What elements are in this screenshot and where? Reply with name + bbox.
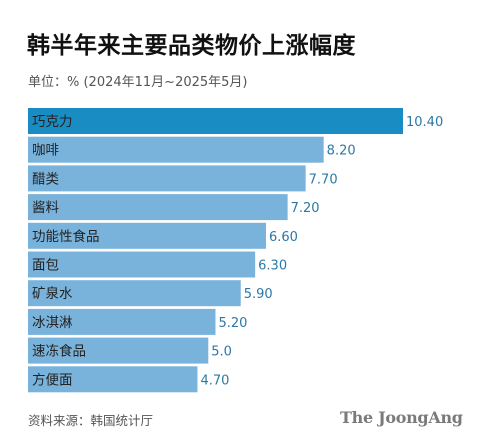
bar-1 xyxy=(28,108,403,134)
chart-title: 韩半年来主要品类物价上涨幅度 xyxy=(27,33,356,59)
category-label: 矿泉水 xyxy=(32,285,73,302)
bar-3 xyxy=(28,165,306,192)
category-label: 功能性食品 xyxy=(32,228,100,245)
category-label: 速冻食品 xyxy=(32,343,86,360)
publisher-logo: The JoongAng xyxy=(340,408,463,427)
bar-4 xyxy=(28,194,288,221)
category-label: 醋类 xyxy=(32,171,59,187)
value-label: 7.20 xyxy=(291,201,320,216)
value-label: 6.30 xyxy=(258,259,287,274)
value-label: 6.60 xyxy=(269,230,298,245)
value-label: 5.20 xyxy=(219,316,248,331)
category-label: 方便面 xyxy=(32,372,73,388)
bar-8 xyxy=(28,308,216,335)
value-label: 5.90 xyxy=(244,287,273,302)
category-label: 咖啡 xyxy=(32,143,59,159)
category-label: 巧克力 xyxy=(32,114,73,130)
bar-9 xyxy=(28,337,209,364)
value-label: 5.0 xyxy=(211,345,232,360)
value-label: 8.20 xyxy=(327,144,356,159)
bar-7 xyxy=(28,280,241,307)
category-label: 酱料 xyxy=(32,200,59,216)
bar-6 xyxy=(28,251,256,278)
value-label: 4.70 xyxy=(200,373,229,388)
category-label: 冰淇淋 xyxy=(32,315,73,331)
bar-5 xyxy=(28,222,266,249)
category-label: 面包 xyxy=(32,258,59,274)
bar-10 xyxy=(28,366,198,393)
chart-subtitle: 单位：% (2024年11月~2025年5月) xyxy=(28,75,248,90)
value-label: 7.70 xyxy=(309,172,338,187)
value-label: 10.40 xyxy=(406,115,443,130)
source-note: 资料来源：韩国统计厅 xyxy=(28,413,154,428)
bar-2 xyxy=(28,136,324,163)
